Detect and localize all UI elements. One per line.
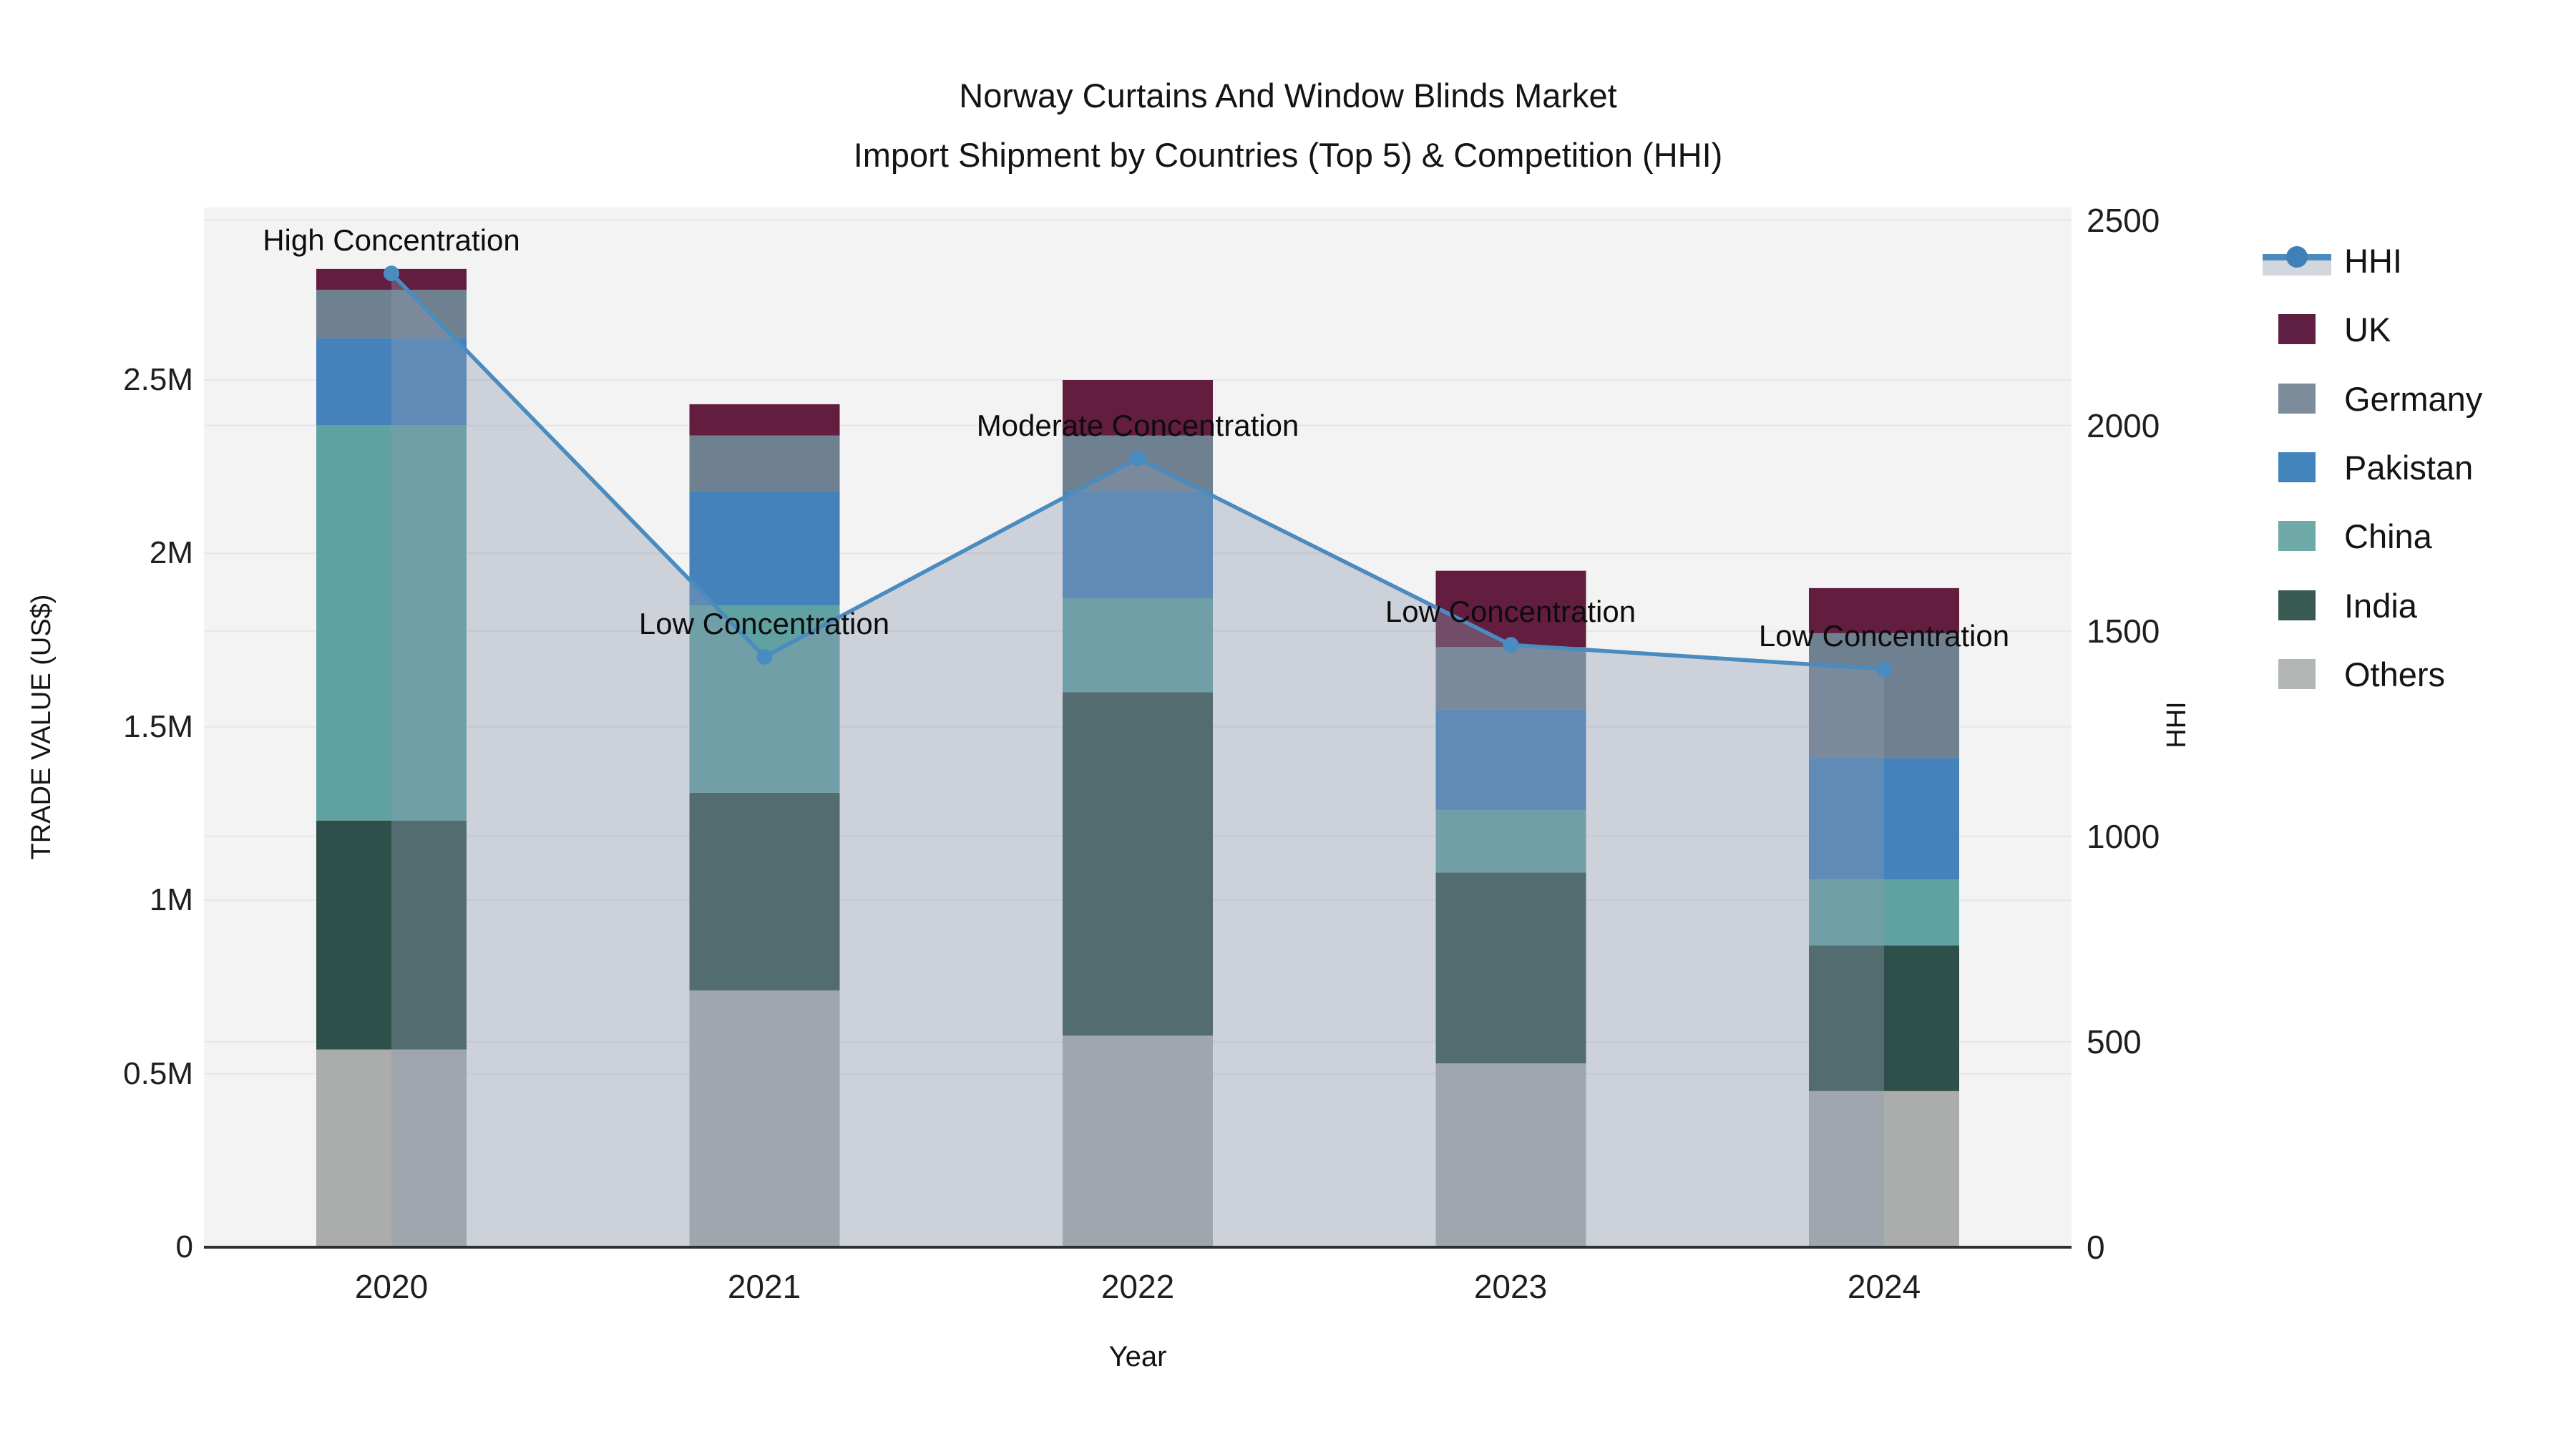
bar-segment-uk-2022[interactable] bbox=[1063, 380, 1213, 436]
bar-segment-india-2022[interactable] bbox=[1063, 692, 1213, 1036]
annotation-2022: Moderate Concentration bbox=[976, 409, 1299, 442]
xtick-2021: 2021 bbox=[727, 1268, 801, 1305]
hhi-marker-2024[interactable] bbox=[1876, 661, 1892, 678]
ytick-right-0: 0 bbox=[2087, 1229, 2105, 1266]
legend-item-india[interactable]: India bbox=[2261, 572, 2417, 638]
ytick-right-500: 500 bbox=[2087, 1023, 2142, 1060]
bar-segment-china-2021[interactable] bbox=[689, 605, 840, 793]
bar-segment-germany-2023[interactable] bbox=[1435, 647, 1586, 710]
legend-item-uk[interactable]: UK bbox=[2261, 296, 2391, 362]
bar-segment-china-2023[interactable] bbox=[1435, 810, 1586, 873]
legend-item-hhi[interactable]: HHI bbox=[2261, 228, 2402, 293]
chart-subtitle: Import Shipment by Countries (Top 5) & C… bbox=[853, 136, 1723, 174]
bar-segment-others-2023[interactable] bbox=[1435, 1063, 1586, 1247]
bar-segment-pakistan-2022[interactable] bbox=[1063, 491, 1213, 599]
bar-segment-others-2020[interactable] bbox=[316, 1049, 467, 1247]
xtick-2023: 2023 bbox=[1473, 1268, 1548, 1305]
legend-item-pakistan[interactable]: Pakistan bbox=[2261, 434, 2473, 500]
chart-title: Norway Curtains And Window Blinds Market bbox=[959, 77, 1617, 114]
ytick-left-25m: 2.5M bbox=[123, 362, 193, 397]
ytick-left-15m: 1.5M bbox=[123, 709, 193, 744]
hhi-marker-2023[interactable] bbox=[1503, 637, 1519, 653]
hhi-area bbox=[391, 273, 1884, 1247]
germany-swatch-icon bbox=[2278, 384, 2316, 414]
xtick-2022: 2022 bbox=[1101, 1268, 1175, 1305]
ytick-right-2000: 2000 bbox=[2087, 407, 2160, 444]
ytick-right-2500: 2500 bbox=[2087, 202, 2160, 239]
bar-segment-others-2021[interactable] bbox=[689, 990, 840, 1247]
bar-segment-pakistan-2024[interactable] bbox=[1809, 758, 1959, 880]
bar-segment-germany-2020[interactable] bbox=[316, 289, 467, 338]
hhi-marker-2022[interactable] bbox=[1130, 450, 1146, 467]
uk-swatch-icon bbox=[2278, 314, 2316, 344]
hhi-line-swatch-icon bbox=[2261, 228, 2333, 293]
hhi-marker-2020[interactable] bbox=[384, 265, 399, 282]
ytick-right-1500: 1500 bbox=[2087, 613, 2160, 650]
ytick-left-1m: 1M bbox=[149, 882, 193, 917]
legend-item-germany[interactable]: Germany bbox=[2261, 366, 2482, 431]
bar-segment-uk-2024[interactable] bbox=[1809, 587, 1959, 633]
bar-segment-india-2021[interactable] bbox=[689, 792, 840, 991]
pakistan-swatch-icon bbox=[2278, 452, 2316, 482]
bar-segment-uk-2023[interactable] bbox=[1435, 570, 1586, 648]
ytick-left-2m: 2M bbox=[149, 535, 193, 570]
ytick-left-05m: 0.5M bbox=[123, 1056, 193, 1091]
legend-item-others[interactable]: Others bbox=[2261, 641, 2445, 707]
xtick-2020: 2020 bbox=[354, 1268, 429, 1305]
bar-segment-uk-2021[interactable] bbox=[689, 404, 840, 436]
india-swatch-icon bbox=[2278, 590, 2316, 620]
bar-segment-germany-2024[interactable] bbox=[1809, 633, 1959, 758]
bar-segment-pakistan-2020[interactable] bbox=[316, 338, 467, 426]
others-swatch-icon bbox=[2278, 659, 2316, 689]
bar-segment-china-2022[interactable] bbox=[1063, 598, 1213, 693]
bar-segment-others-2024[interactable] bbox=[1809, 1091, 1959, 1247]
annotation-2020: High Concentration bbox=[263, 223, 520, 257]
bar-segment-others-2022[interactable] bbox=[1063, 1035, 1213, 1247]
ytick-left-0: 0 bbox=[175, 1229, 193, 1264]
bar-segment-india-2023[interactable] bbox=[1435, 872, 1586, 1064]
xtick-2024: 2024 bbox=[1847, 1268, 1921, 1305]
bar-segment-pakistan-2021[interactable] bbox=[689, 491, 840, 606]
china-swatch-icon bbox=[2278, 521, 2316, 551]
ytick-right-1000: 1000 bbox=[2087, 818, 2160, 855]
annotation-2024: Low Concentration bbox=[1758, 619, 2010, 653]
bar-segment-china-2020[interactable] bbox=[316, 425, 467, 821]
annotation-2021: Low Concentration bbox=[638, 607, 890, 640]
bar-segment-germany-2021[interactable] bbox=[689, 435, 840, 492]
bar-segment-china-2024[interactable] bbox=[1809, 879, 1959, 946]
y-axis-title-left: TRADE VALUE (US$) bbox=[26, 594, 57, 860]
hhi-marker-2021[interactable] bbox=[756, 648, 773, 665]
bar-segment-india-2024[interactable] bbox=[1809, 945, 1959, 1091]
x-axis-title: Year bbox=[1108, 1341, 1167, 1372]
legend-item-china[interactable]: China bbox=[2261, 503, 2432, 569]
y-axis-title-right: HHI bbox=[2162, 701, 2192, 748]
bar-segment-pakistan-2023[interactable] bbox=[1435, 709, 1586, 811]
bar-segment-india-2020[interactable] bbox=[316, 820, 467, 1050]
annotation-2023: Low Concentration bbox=[1385, 595, 1636, 628]
